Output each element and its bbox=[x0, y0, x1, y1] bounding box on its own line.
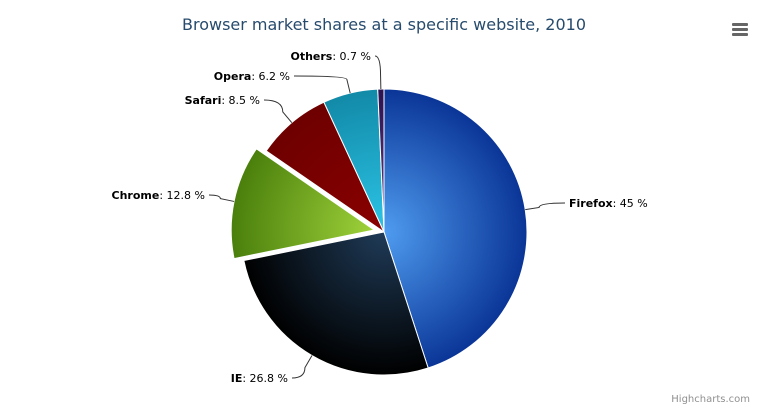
hamburger-menu-icon bbox=[732, 23, 748, 36]
connector-ie bbox=[291, 355, 313, 379]
data-label-opera: Opera: 6.2 % bbox=[214, 70, 290, 83]
connector-firefox bbox=[525, 202, 566, 211]
connector-opera bbox=[293, 75, 351, 94]
data-label-safari: Safari: 8.5 % bbox=[185, 94, 260, 107]
credits-link[interactable]: Highcharts.com bbox=[671, 394, 750, 405]
pie-slice-others[interactable] bbox=[377, 88, 385, 233]
connector-others bbox=[374, 55, 382, 90]
data-label-others: Others: 0.7 % bbox=[290, 50, 371, 63]
data-label-chrome: Chrome: 12.8 % bbox=[112, 189, 205, 202]
data-label-ie: IE: 26.8 % bbox=[231, 372, 288, 385]
data-label-firefox: Firefox: 45 % bbox=[569, 197, 648, 210]
chart-title: Browser market shares at a specific webs… bbox=[182, 15, 586, 34]
pie-labels: Firefox: 45 % IE: 26.8 % Chrome: 12.8 % Saf… bbox=[112, 50, 648, 385]
context-menu-button[interactable] bbox=[728, 18, 752, 40]
connector-chrome bbox=[208, 194, 235, 202]
pie-slice-firefox[interactable] bbox=[383, 88, 528, 369]
pie-slices bbox=[230, 88, 528, 376]
connector-safari bbox=[263, 99, 293, 124]
pie-slice-ie[interactable] bbox=[243, 231, 429, 376]
